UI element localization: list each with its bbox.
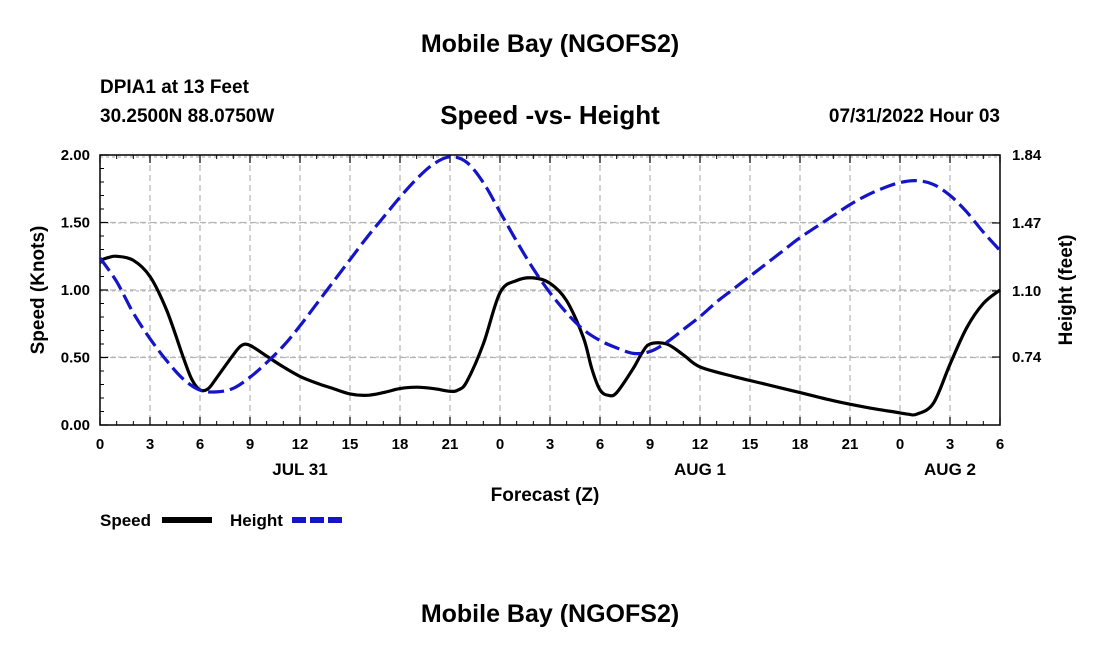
- x-axis-title: Forecast (Z): [491, 485, 600, 506]
- x-tick-label: 15: [342, 436, 359, 453]
- x-tick-label: 9: [246, 436, 254, 453]
- y-tick-label: 0.00: [61, 417, 90, 434]
- station-label: DPIA1 at 13 Feet: [100, 77, 249, 98]
- x-tick-label: 18: [792, 436, 809, 453]
- x-tick-label: 15: [742, 436, 759, 453]
- x-tick-label: 0: [496, 436, 504, 453]
- x-tick-label: 21: [442, 436, 459, 453]
- series-line-height: [98, 155, 1002, 394]
- y2-tick-label: 1.10: [1012, 283, 1041, 300]
- x-tick-label: 9: [646, 436, 654, 453]
- y-tick-label: 1.00: [61, 282, 90, 299]
- y2-tick-label: 1.84: [1012, 147, 1042, 164]
- coordinates-label: 30.2500N 88.0750W: [100, 106, 275, 127]
- chart-subtitle: Speed -vs- Height: [440, 100, 660, 130]
- x-tick-label: 6: [996, 436, 1004, 453]
- y-axis-title: Speed (Knots): [28, 226, 49, 355]
- date-label: AUG 2: [924, 460, 976, 479]
- x-tick-label: 12: [292, 436, 309, 453]
- x-tick-label: 6: [596, 436, 604, 453]
- y2-tick-label: 0.74: [1012, 349, 1042, 366]
- date-label: AUG 1: [674, 460, 726, 479]
- x-tick-label: 12: [692, 436, 709, 453]
- legend-label-height: Height: [230, 511, 283, 530]
- y-tick-label: 2.00: [61, 147, 90, 164]
- x-tick-label: 3: [146, 436, 154, 453]
- x-tick-label: 3: [946, 436, 954, 453]
- y2-axis-title: Height (feet): [1056, 235, 1077, 346]
- x-tick-label: 18: [392, 436, 409, 453]
- y2-tick-label: 1.47: [1012, 215, 1041, 232]
- x-tick-label: 3: [546, 436, 554, 453]
- series-line-speed: [99, 254, 1002, 417]
- chart-main-title: Mobile Bay (NGOFS2): [420, 30, 680, 58]
- y-tick-label: 1.50: [61, 215, 90, 232]
- y-tick-label: 0.50: [61, 350, 90, 367]
- x-tick-label: 6: [196, 436, 204, 453]
- x-tick-label: 0: [896, 436, 904, 453]
- x-tick-label: 21: [842, 436, 859, 453]
- forecast-timestamp: 07/31/2022 Hour 03: [828, 106, 1000, 127]
- legend-label-speed: Speed: [100, 511, 151, 530]
- legend: Speed Height: [100, 511, 342, 530]
- x-tick-label: 0: [96, 436, 104, 453]
- footer-title: Mobile Bay (NGOFS2): [420, 600, 680, 628]
- date-label: JUL 31: [272, 460, 327, 479]
